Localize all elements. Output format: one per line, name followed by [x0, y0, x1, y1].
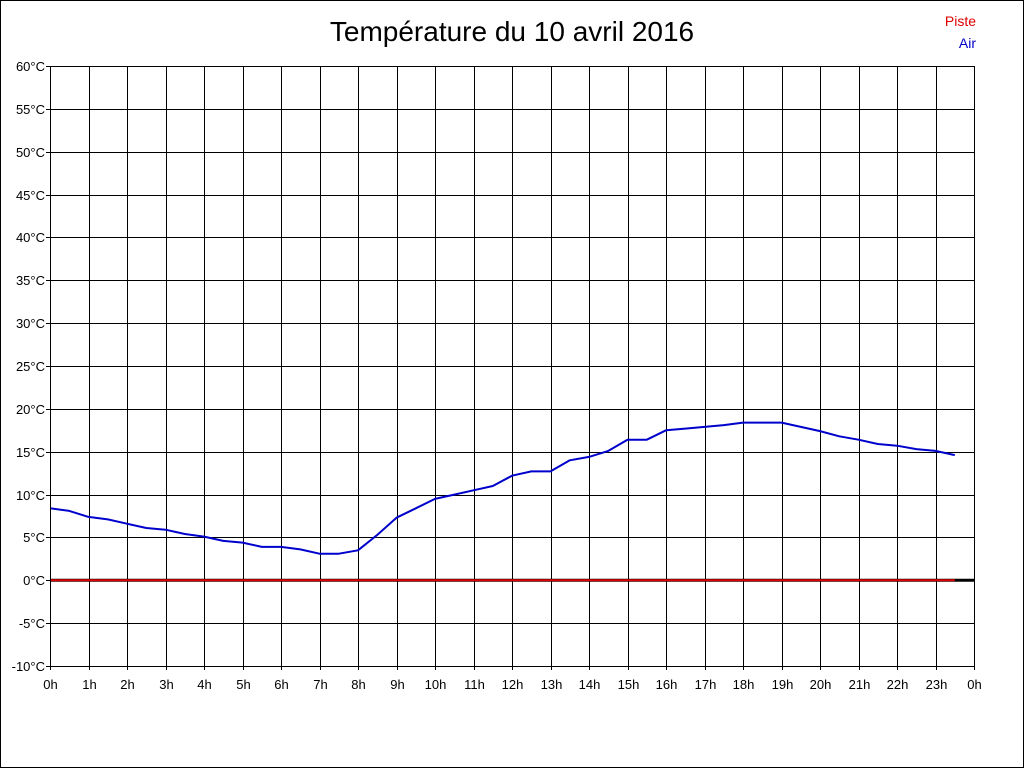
x-tick-label: 9h: [390, 677, 404, 692]
y-tick-label: -5°C: [19, 616, 45, 631]
y-tick-label: 35°C: [16, 273, 45, 288]
x-tick-label: 20h: [810, 677, 832, 692]
y-tick-label: 20°C: [16, 402, 45, 417]
x-tick-label: 1h: [82, 677, 96, 692]
chart-title: Température du 10 avril 2016: [329, 16, 695, 47]
x-tick-label: 7h: [313, 677, 327, 692]
x-tick-label: 4h: [197, 677, 211, 692]
x-tick-label: 3h: [159, 677, 173, 692]
y-tick-label: 25°C: [16, 359, 45, 374]
x-tick-label: 14h: [579, 677, 601, 692]
x-tick-label: 16h: [656, 677, 678, 692]
y-tick-label: -10°C: [12, 659, 45, 674]
x-tick-label: 11h: [464, 677, 485, 692]
axes: 0h 1h 2h 3h 4h 5h 6h 7h 8h 9h 10h 11h 12h 13h 14h 15h 16…: [12, 59, 982, 692]
x-tick-label: 21h: [849, 677, 871, 692]
x-tick-label: 8h: [351, 677, 365, 692]
series-line-air: [49, 421, 956, 555]
x-tick-label: 23h: [926, 677, 948, 692]
y-tick-label: 45°C: [16, 188, 45, 203]
x-tick-label: 5h: [236, 677, 250, 692]
y-tick-label: 40°C: [16, 230, 45, 245]
x-tick-label: 13h: [541, 677, 563, 692]
y-tick-label: 5°C: [23, 530, 45, 545]
y-tick-label: 50°C: [16, 145, 45, 160]
x-tick-label: 0h: [967, 677, 981, 692]
plot-border: [50, 66, 975, 667]
legend-entry-air: Air: [958, 35, 976, 51]
x-tick-label: 17h: [695, 677, 717, 692]
x-tick-label: 0h: [43, 677, 57, 692]
series-layer: [49, 421, 974, 582]
x-tick-label: 19h: [772, 677, 794, 692]
x-tick-label: 6h: [274, 677, 288, 692]
y-tick-label: 10°C: [16, 488, 45, 503]
x-tick-label: 15h: [618, 677, 640, 692]
x-tick-label: 10h: [425, 677, 447, 692]
legend-entry-piste: Piste: [944, 13, 976, 29]
y-tick-label: 55°C: [16, 102, 45, 117]
x-tick-label: 12h: [502, 677, 524, 692]
x-tick-label: 22h: [887, 677, 909, 692]
y-tick-label: 30°C: [16, 316, 45, 331]
y-tick-label: 0°C: [23, 573, 45, 588]
y-tick-label: 15°C: [16, 445, 45, 460]
x-tick-label: 2h: [120, 677, 134, 692]
y-tick-label: 60°C: [16, 59, 45, 74]
x-tick-label: 18h: [733, 677, 755, 692]
